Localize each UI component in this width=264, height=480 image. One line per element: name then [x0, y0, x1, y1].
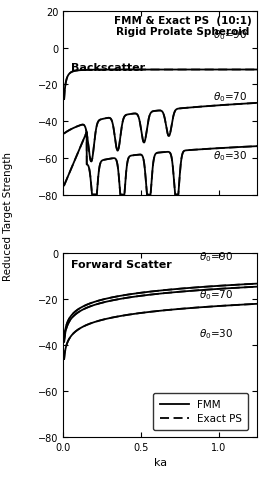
- Text: $\theta_0$=90: $\theta_0$=90: [213, 28, 247, 41]
- Text: Forward Scatter: Forward Scatter: [71, 259, 172, 269]
- Text: $\theta_0$=30: $\theta_0$=30: [213, 148, 247, 162]
- Text: $\theta_0$=70: $\theta_0$=70: [213, 90, 247, 104]
- Legend: FMM, Exact PS: FMM, Exact PS: [153, 393, 248, 430]
- Text: Reduced Target Strength: Reduced Target Strength: [3, 152, 13, 280]
- Text: $\theta_0$=90: $\theta_0$=90: [199, 249, 234, 263]
- Text: $\theta_0$=30: $\theta_0$=30: [199, 326, 234, 340]
- Text: Backscatter: Backscatter: [71, 63, 145, 73]
- Text: $\theta_0$=70: $\theta_0$=70: [199, 288, 234, 301]
- Text: FMM & Exact PS  (10:1)
Rigid Prolate Spheroid: FMM & Exact PS (10:1) Rigid Prolate Sphe…: [114, 16, 252, 37]
- X-axis label: ka: ka: [154, 457, 167, 467]
